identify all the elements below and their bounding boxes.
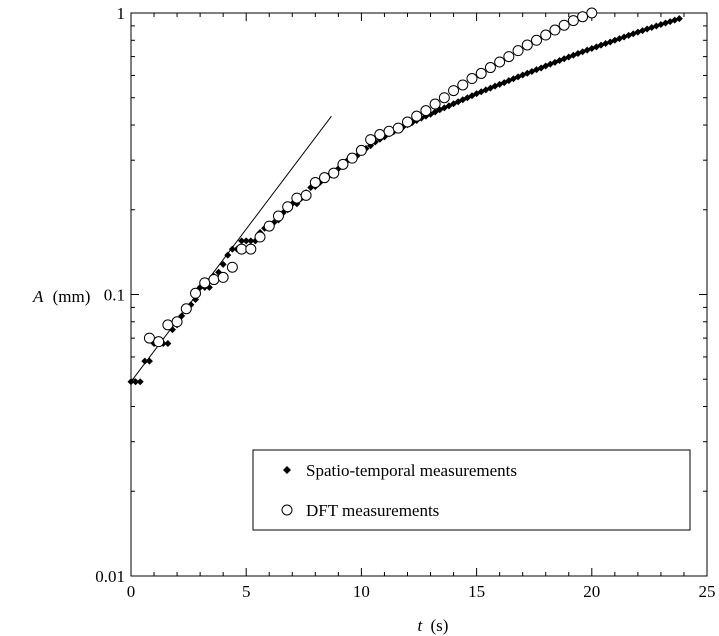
data-point-dft bbox=[300, 189, 312, 201]
data-point-dft bbox=[291, 192, 303, 204]
x-tick-label: 10 bbox=[353, 582, 370, 601]
y-tick-label: 0.01 bbox=[95, 567, 125, 586]
data-point-dft bbox=[567, 15, 579, 27]
axes: 0 5 10 15 20 25 0.01 0.1 1 bbox=[95, 4, 715, 601]
data-point-dft bbox=[512, 45, 524, 57]
data-point-spatio-temporal bbox=[141, 357, 149, 365]
data-point-dft bbox=[171, 316, 183, 328]
data-point-dft bbox=[254, 231, 266, 243]
data-point-dft bbox=[217, 271, 229, 283]
data-point-dft bbox=[549, 24, 561, 36]
data-point-dft bbox=[577, 11, 589, 23]
data-point-spatio-temporal bbox=[238, 237, 246, 245]
x-tick-label: 15 bbox=[468, 582, 485, 601]
data-point-dft bbox=[226, 261, 238, 273]
series-spatio-temporal bbox=[127, 15, 683, 386]
y-tick-label: 0.1 bbox=[104, 286, 125, 305]
data-point-spatio-temporal bbox=[242, 237, 250, 245]
data-point-dft bbox=[143, 332, 155, 344]
data-point-dft bbox=[484, 62, 496, 74]
data-point-dft bbox=[531, 34, 543, 46]
x-tick-label: 25 bbox=[699, 582, 716, 601]
legend-marker-spatio-temporal bbox=[283, 466, 291, 474]
data-point-dft bbox=[558, 19, 570, 31]
data-point-dft bbox=[208, 274, 220, 286]
data-point-spatio-temporal bbox=[228, 245, 236, 253]
data-point-dft bbox=[448, 85, 460, 97]
data-point-dft bbox=[282, 201, 294, 213]
y-axis-label-unit: (mm) bbox=[53, 287, 91, 306]
data-point-dft bbox=[521, 39, 533, 51]
legend-marker-dft bbox=[281, 504, 293, 516]
data-point-dft bbox=[199, 277, 211, 289]
data-point-dft bbox=[365, 134, 377, 146]
data-point-spatio-temporal bbox=[164, 339, 172, 347]
data-point-spatio-temporal bbox=[219, 260, 227, 268]
legend-label-dft: DFT measurements bbox=[306, 501, 439, 520]
data-point-dft bbox=[245, 243, 257, 255]
x-axis-label-var: t bbox=[418, 616, 424, 635]
data-point-dft bbox=[429, 98, 441, 110]
data-point-dft bbox=[383, 125, 395, 137]
data-point-dft bbox=[180, 303, 192, 315]
y-tick-label: 1 bbox=[117, 4, 126, 23]
data-point-spatio-temporal bbox=[145, 357, 153, 365]
data-point-dft bbox=[190, 287, 202, 299]
data-point-dft bbox=[263, 220, 275, 232]
x-axis-label: t (s) bbox=[418, 616, 449, 635]
legend-box bbox=[252, 449, 691, 531]
data-point-dft bbox=[355, 144, 367, 156]
data-point-dft bbox=[420, 105, 432, 117]
data-point-dft bbox=[309, 176, 321, 188]
data-point-dft bbox=[153, 336, 165, 348]
data-point-spatio-temporal bbox=[136, 378, 144, 386]
data-point-dft bbox=[494, 56, 506, 68]
data-point-dft bbox=[457, 79, 469, 91]
data-point-spatio-temporal bbox=[505, 77, 513, 85]
data-point-spatio-temporal bbox=[542, 62, 550, 70]
x-tick-label: 5 bbox=[242, 582, 251, 601]
series-layer bbox=[127, 7, 683, 386]
data-point-dft bbox=[540, 29, 552, 41]
x-axis-label-unit: (s) bbox=[431, 616, 449, 635]
legend: Spatio-temporal measurements DFT measure… bbox=[252, 449, 691, 531]
data-point-dft bbox=[328, 167, 340, 179]
data-point-dft bbox=[438, 92, 450, 104]
data-point-dft bbox=[392, 122, 404, 134]
data-point-dft bbox=[236, 243, 248, 255]
data-point-spatio-temporal bbox=[247, 237, 255, 245]
data-point-dft bbox=[466, 73, 478, 85]
data-point-dft bbox=[475, 67, 487, 79]
data-point-dft bbox=[319, 172, 331, 184]
x-tick-label: 0 bbox=[127, 582, 136, 601]
data-point-dft bbox=[346, 152, 358, 164]
x-tick-label: 20 bbox=[583, 582, 600, 601]
data-point-dft bbox=[374, 129, 386, 141]
data-point-dft bbox=[411, 110, 423, 122]
data-point-dft bbox=[503, 51, 515, 63]
y-axis-label: A (mm) bbox=[32, 287, 90, 306]
data-point-dft bbox=[272, 210, 284, 222]
y-axis-label-var: A bbox=[32, 287, 44, 306]
data-point-dft bbox=[162, 319, 174, 331]
series-dft bbox=[143, 7, 598, 348]
data-point-spatio-temporal bbox=[132, 378, 140, 386]
data-point-spatio-temporal bbox=[675, 15, 683, 23]
data-point-dft bbox=[337, 158, 349, 170]
data-point-dft bbox=[586, 7, 598, 19]
data-point-dft bbox=[401, 116, 413, 128]
data-point-spatio-temporal bbox=[224, 251, 232, 259]
legend-label-spatio-temporal: Spatio-temporal measurements bbox=[306, 461, 517, 480]
data-point-spatio-temporal bbox=[127, 378, 135, 386]
